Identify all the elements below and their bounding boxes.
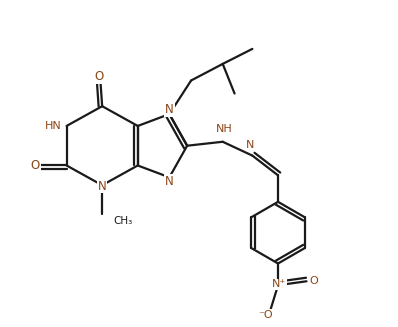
Text: N: N	[165, 103, 174, 116]
Text: CH₃: CH₃	[113, 216, 133, 226]
Text: N: N	[165, 175, 174, 188]
Text: N⁺: N⁺	[272, 280, 286, 289]
Text: O: O	[30, 159, 40, 172]
Text: HN: HN	[45, 121, 62, 131]
Text: N: N	[246, 140, 255, 149]
Text: O: O	[309, 276, 318, 286]
Text: N: N	[98, 180, 107, 193]
Text: ⁻O: ⁻O	[258, 310, 273, 320]
Text: O: O	[95, 70, 104, 83]
Text: NH: NH	[217, 124, 233, 134]
